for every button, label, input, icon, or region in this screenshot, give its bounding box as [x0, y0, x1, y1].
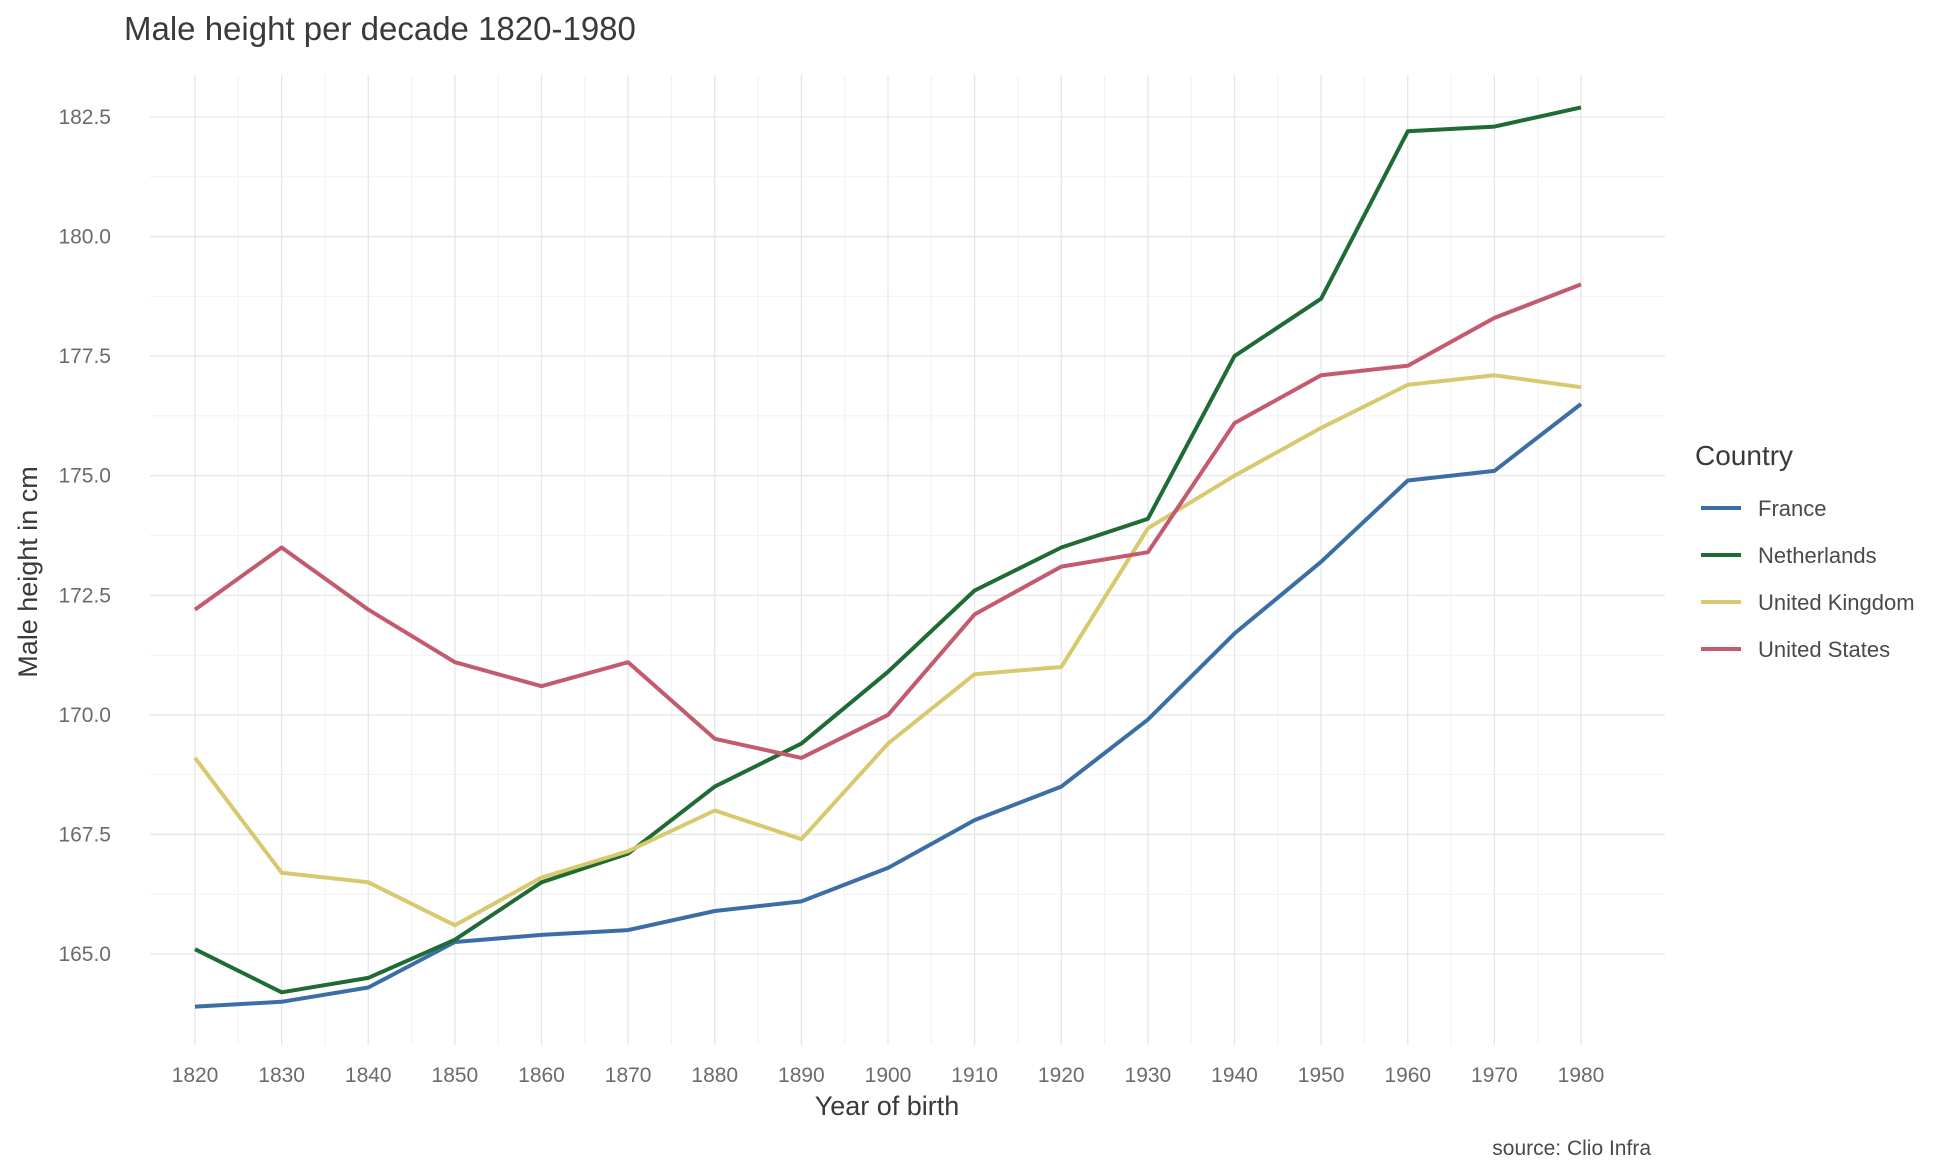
series-lines	[193, 105, 1583, 1009]
x-tick-label: 1820	[172, 1064, 219, 1087]
grid	[150, 75, 1665, 1045]
x-tick-label: 1950	[1298, 1064, 1345, 1087]
x-tick-label: 1910	[951, 1064, 998, 1087]
series-line-france	[194, 402, 1583, 1009]
x-tick-label: 1940	[1211, 1064, 1258, 1087]
y-tick-label: 167.5	[58, 823, 111, 846]
x-tick-label: 1840	[345, 1064, 392, 1087]
source-caption: source: Clio Infra	[1492, 1137, 1651, 1160]
legend-title: Country	[1695, 440, 1793, 471]
y-tick-label: 175.0	[58, 465, 111, 488]
y-tick-label: 182.5	[58, 106, 111, 129]
series-line-netherlands	[194, 105, 1582, 995]
legend-label: United Kingdom	[1758, 590, 1915, 615]
y-tick-label: 165.0	[58, 943, 111, 966]
legend: Country France Netherlands United Kingdom U…	[1695, 440, 1915, 662]
y-tick-label: 177.5	[58, 345, 111, 368]
y-axis-title: Male height in cm	[13, 466, 43, 678]
legend-label: France	[1758, 496, 1826, 521]
x-tick-label: 1930	[1125, 1064, 1172, 1087]
x-tick-label: 1900	[865, 1064, 912, 1087]
x-tick-label: 1970	[1471, 1064, 1518, 1087]
x-tick-label: 1860	[518, 1064, 565, 1087]
legend-label: United States	[1758, 637, 1890, 662]
y-axis-ticks: 165.0 167.5 170.0 172.5 175.0 177.5 180.0 182.5	[58, 106, 111, 966]
x-tick-label: 1920	[1038, 1064, 1085, 1087]
y-tick-label: 180.0	[58, 226, 111, 249]
x-axis-ticks: 1820 1830 1840 1850 1860 1870 1880 1890 1900 1910…	[172, 1064, 1605, 1087]
x-tick-label: 1830	[258, 1064, 305, 1087]
x-axis-title: Year of birth	[815, 1091, 960, 1121]
series-line-united-kingdom	[193, 373, 1582, 928]
series-line-united-states	[193, 282, 1582, 760]
x-tick-label: 1870	[605, 1064, 652, 1087]
legend-label: Netherlands	[1758, 543, 1877, 568]
x-tick-label: 1980	[1558, 1064, 1605, 1087]
y-tick-label: 170.0	[58, 704, 111, 727]
x-tick-label: 1960	[1384, 1064, 1431, 1087]
x-tick-label: 1850	[432, 1064, 479, 1087]
y-tick-label: 172.5	[58, 584, 111, 607]
chart-title: Male height per decade 1820-1980	[124, 10, 636, 47]
x-tick-label: 1890	[778, 1064, 825, 1087]
x-tick-label: 1880	[691, 1064, 738, 1087]
